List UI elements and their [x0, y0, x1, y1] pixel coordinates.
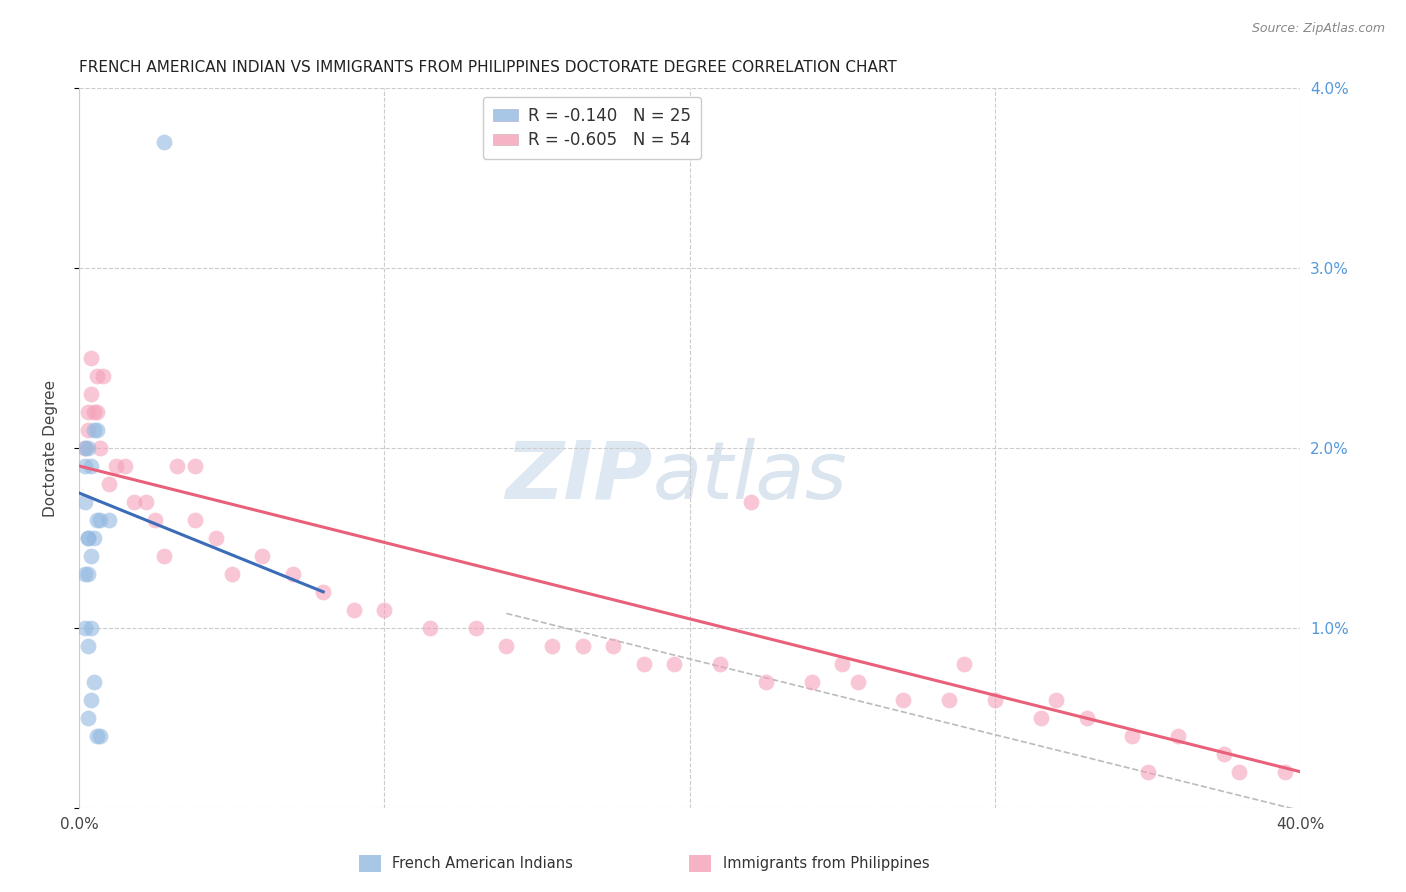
Point	[831, 657, 853, 671]
Point	[98, 513, 121, 527]
Point	[153, 135, 176, 149]
Point	[80, 458, 103, 473]
Point	[938, 692, 960, 706]
Point	[80, 692, 103, 706]
Point	[800, 674, 823, 689]
Point	[89, 729, 111, 743]
Point	[1029, 711, 1052, 725]
Point	[73, 621, 96, 635]
Point	[89, 513, 111, 527]
Point	[86, 405, 108, 419]
Point	[891, 692, 914, 706]
Point	[1167, 729, 1189, 743]
Point	[571, 639, 593, 653]
Point	[1274, 764, 1296, 779]
Point	[77, 531, 100, 545]
Point	[73, 441, 96, 455]
Point	[77, 441, 100, 455]
Point	[83, 531, 105, 545]
Point	[343, 603, 366, 617]
Point	[1212, 747, 1234, 761]
Point	[73, 566, 96, 581]
Point	[86, 729, 108, 743]
Point	[77, 531, 100, 545]
Point	[153, 549, 176, 563]
Point	[709, 657, 731, 671]
Point	[83, 674, 105, 689]
Point	[80, 621, 103, 635]
Point	[80, 351, 103, 365]
Point	[89, 441, 111, 455]
Point	[166, 458, 188, 473]
Point	[86, 369, 108, 384]
Point	[984, 692, 1007, 706]
Point	[114, 458, 136, 473]
Text: ZIP: ZIP	[506, 438, 652, 516]
Point	[1121, 729, 1143, 743]
Point	[73, 441, 96, 455]
Point	[77, 711, 100, 725]
Text: FRENCH AMERICAN INDIAN VS IMMIGRANTS FROM PHILIPPINES DOCTORATE DEGREE CORRELATI: FRENCH AMERICAN INDIAN VS IMMIGRANTS FRO…	[79, 60, 897, 75]
Point	[953, 657, 976, 671]
Point	[633, 657, 655, 671]
Y-axis label: Doctorate Degree: Doctorate Degree	[44, 379, 58, 516]
Point	[80, 387, 103, 401]
Point	[104, 458, 127, 473]
Point	[86, 513, 108, 527]
Point	[73, 495, 96, 509]
Point	[77, 566, 100, 581]
Text: French American Indians: French American Indians	[392, 856, 574, 871]
Point	[77, 423, 100, 437]
Text: Immigrants from Philippines: Immigrants from Philippines	[723, 856, 929, 871]
Point	[846, 674, 869, 689]
Point	[740, 495, 762, 509]
Point	[122, 495, 145, 509]
Point	[755, 674, 778, 689]
Point	[221, 566, 243, 581]
Point	[184, 458, 207, 473]
Legend: R = -0.140   N = 25, R = -0.605   N = 54: R = -0.140 N = 25, R = -0.605 N = 54	[482, 96, 700, 160]
Point	[83, 405, 105, 419]
Point	[541, 639, 564, 653]
Point	[664, 657, 686, 671]
Text: atlas: atlas	[652, 438, 848, 516]
Point	[281, 566, 304, 581]
Point	[495, 639, 517, 653]
Point	[73, 458, 96, 473]
Point	[135, 495, 157, 509]
Point	[373, 603, 395, 617]
Point	[143, 513, 166, 527]
Point	[83, 423, 105, 437]
Point	[1227, 764, 1250, 779]
Point	[602, 639, 624, 653]
Point	[86, 423, 108, 437]
Point	[312, 585, 335, 599]
Point	[77, 639, 100, 653]
Point	[205, 531, 228, 545]
Point	[250, 549, 273, 563]
Point	[464, 621, 486, 635]
Point	[77, 405, 100, 419]
Point	[184, 513, 207, 527]
Point	[419, 621, 441, 635]
Point	[1136, 764, 1159, 779]
Point	[93, 369, 115, 384]
Text: Source: ZipAtlas.com: Source: ZipAtlas.com	[1251, 22, 1385, 36]
Point	[1076, 711, 1098, 725]
Point	[98, 477, 121, 491]
Point	[1045, 692, 1067, 706]
Point	[80, 549, 103, 563]
